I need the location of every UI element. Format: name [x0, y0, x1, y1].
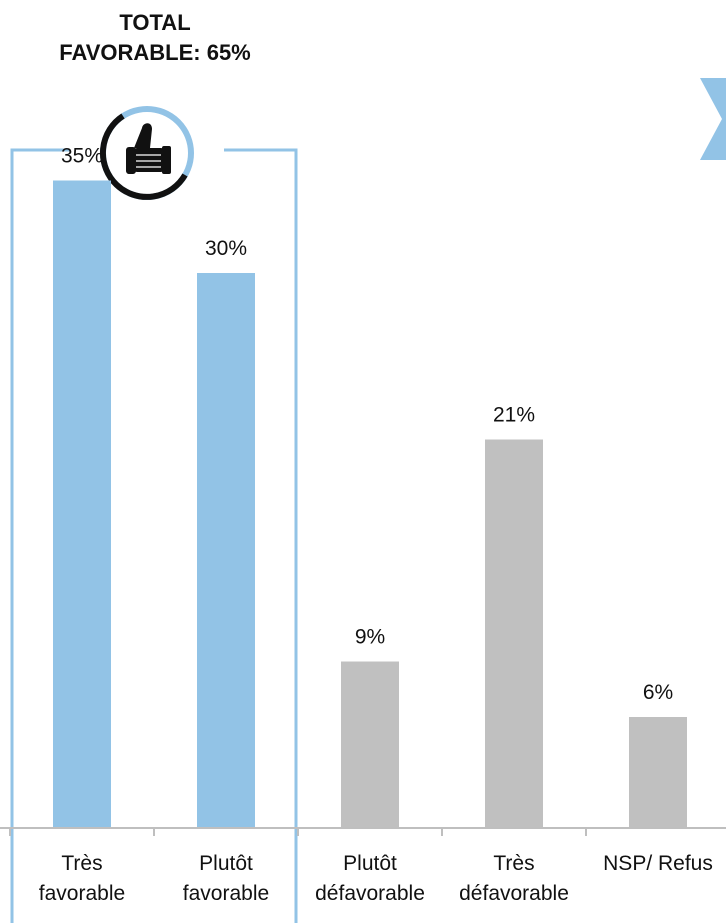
category-label-0: Très favorable — [39, 852, 125, 905]
data-label-1: 30% — [205, 237, 247, 260]
bars-layer — [53, 180, 687, 828]
category-label-3: Très défavorable — [459, 852, 569, 905]
chevron-right-icon — [700, 78, 726, 160]
category-label-1: Plutôt favorable — [183, 852, 269, 905]
total-favorable-title: TOTAL FAVORABLE: 65% — [0, 8, 310, 68]
labels-layer: 35% Très favorable 30% Plutôt favorable 9% Plut… — [39, 145, 713, 906]
badge-ring-dark — [99, 113, 188, 200]
x-axis — [0, 827, 726, 836]
favorable-highlight-frame — [10, 148, 298, 923]
category-label-4: NSP/ Refus — [603, 852, 713, 875]
bar-3 — [485, 439, 543, 828]
bar-1 — [197, 273, 255, 828]
data-label-2: 9% — [355, 626, 385, 649]
total-title-line1: TOTAL — [119, 10, 191, 35]
data-label-4: 6% — [643, 681, 673, 704]
total-title-line2: FAVORABLE: 65% — [59, 40, 251, 65]
bar-0 — [53, 180, 111, 828]
data-label-3: 21% — [493, 404, 535, 427]
thumbs-up-icon — [126, 123, 171, 174]
bar-2 — [341, 661, 399, 828]
data-label-0: 35% — [61, 145, 103, 168]
category-label-2: Plutôt défavorable — [315, 852, 425, 905]
favorable-badge — [89, 95, 205, 211]
bar-4 — [629, 717, 687, 828]
